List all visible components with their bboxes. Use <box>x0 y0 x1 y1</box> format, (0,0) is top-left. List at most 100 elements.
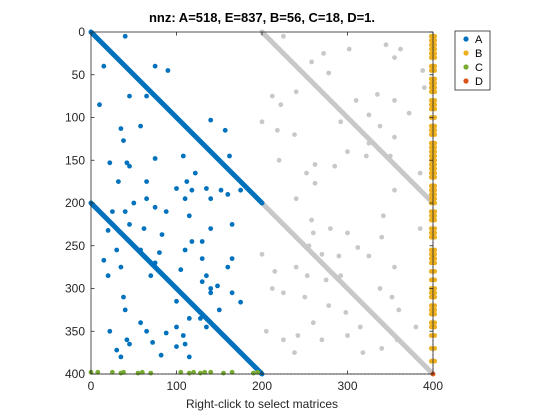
legend-box <box>454 30 491 91</box>
series-b-point <box>432 33 438 39</box>
legend-label-b: B <box>475 48 482 60</box>
x-tick-label: 300 <box>337 379 357 393</box>
y-tick-label: 50 <box>72 68 86 82</box>
unlabeled-point <box>396 307 402 313</box>
series-b-point <box>428 68 434 73</box>
series-a-point <box>199 279 205 285</box>
unlabeled-point <box>366 112 372 118</box>
series-b-point <box>428 174 434 180</box>
series-a-point <box>198 316 203 321</box>
series-a-point <box>152 156 158 161</box>
series-b-point <box>428 76 434 82</box>
series-a-point <box>182 341 188 347</box>
series-c-point <box>229 369 235 375</box>
series-a-point <box>222 127 228 133</box>
series-a-point <box>227 153 232 159</box>
unlabeled-point <box>304 170 309 176</box>
series-c-point <box>191 369 197 375</box>
series-b-point <box>432 217 438 223</box>
series-b-point <box>428 55 434 60</box>
series-a-point <box>189 239 195 244</box>
series-a-point <box>127 163 132 169</box>
unlabeled-point <box>379 234 385 240</box>
series-b-point <box>432 89 438 95</box>
series-b-point <box>428 333 434 338</box>
unlabeled-point <box>377 123 383 129</box>
series-b-point <box>432 115 438 120</box>
unlabeled-point <box>259 251 265 257</box>
unlabeled-point <box>387 153 393 159</box>
unlabeled-point <box>375 92 380 97</box>
unlabeled-point <box>422 85 427 90</box>
series-a-point <box>121 138 126 144</box>
series-a-point <box>186 316 192 321</box>
series-b-point <box>432 98 438 103</box>
series-a-point <box>107 160 113 166</box>
unlabeled-point <box>338 119 344 125</box>
unlabeled-point <box>269 93 275 99</box>
series-b-point <box>428 46 434 52</box>
x-tick-label: 400 <box>423 379 443 393</box>
unlabeled-point <box>413 324 419 330</box>
unlabeled-point <box>295 333 301 338</box>
series-a-point <box>141 226 147 232</box>
series-b-point <box>428 320 434 326</box>
series-a-point <box>158 352 164 358</box>
series-a-point <box>138 123 144 129</box>
unlabeled-point <box>346 46 352 52</box>
y-tick-label: 350 <box>65 324 85 338</box>
series-a-diagonal <box>88 29 265 206</box>
series-b-point <box>428 127 434 133</box>
series-a-point <box>186 213 192 219</box>
x-tick-label: 100 <box>166 379 186 393</box>
series-a-point <box>118 264 124 270</box>
series-b-point <box>428 346 434 351</box>
series-c-point <box>255 369 261 375</box>
series-b-point <box>428 187 434 193</box>
series-b-point <box>428 106 434 112</box>
series-a-point <box>121 294 126 300</box>
unlabeled-point <box>392 98 397 103</box>
series-b-point <box>432 162 438 167</box>
unlabeled-point <box>355 245 361 250</box>
unlabeled-point <box>293 196 299 202</box>
unlabeled-series-markers <box>259 29 436 377</box>
series-a-point <box>157 250 162 256</box>
unlabeled-point <box>281 33 286 39</box>
series-b-point <box>428 247 434 253</box>
series-b-point <box>428 166 434 172</box>
series-a-point <box>218 187 224 193</box>
series-b-point <box>432 140 438 146</box>
series-a-point <box>180 333 186 338</box>
series-a-point <box>101 63 107 69</box>
series-b-point <box>432 127 438 133</box>
series-b-point <box>432 320 438 326</box>
unlabeled-point <box>276 157 282 163</box>
series-b-point <box>428 145 434 150</box>
series-b-point <box>432 294 438 300</box>
series-a-point <box>204 324 209 330</box>
series-a-point <box>144 93 150 99</box>
series-a-point <box>97 102 102 108</box>
series-a-point <box>182 196 188 202</box>
series-b-point <box>428 153 434 159</box>
unlabeled-point <box>394 337 400 343</box>
series-c-point <box>135 370 141 376</box>
series-b-point <box>428 132 434 138</box>
series-a-point <box>138 247 144 253</box>
series-a-point <box>174 286 179 291</box>
series-b-point <box>432 38 438 43</box>
series-b-point <box>432 85 438 90</box>
series-b-point <box>432 346 438 351</box>
unlabeled-point <box>366 140 372 146</box>
series-b-point <box>428 230 434 236</box>
series-b-point <box>432 106 438 112</box>
unlabeled-point <box>392 55 397 60</box>
legend-label-d: D <box>475 76 483 88</box>
unlabeled-point <box>420 68 426 73</box>
unlabeled-diagonal <box>259 200 436 377</box>
unlabeled-point <box>272 269 278 274</box>
unlabeled-point <box>292 350 297 355</box>
